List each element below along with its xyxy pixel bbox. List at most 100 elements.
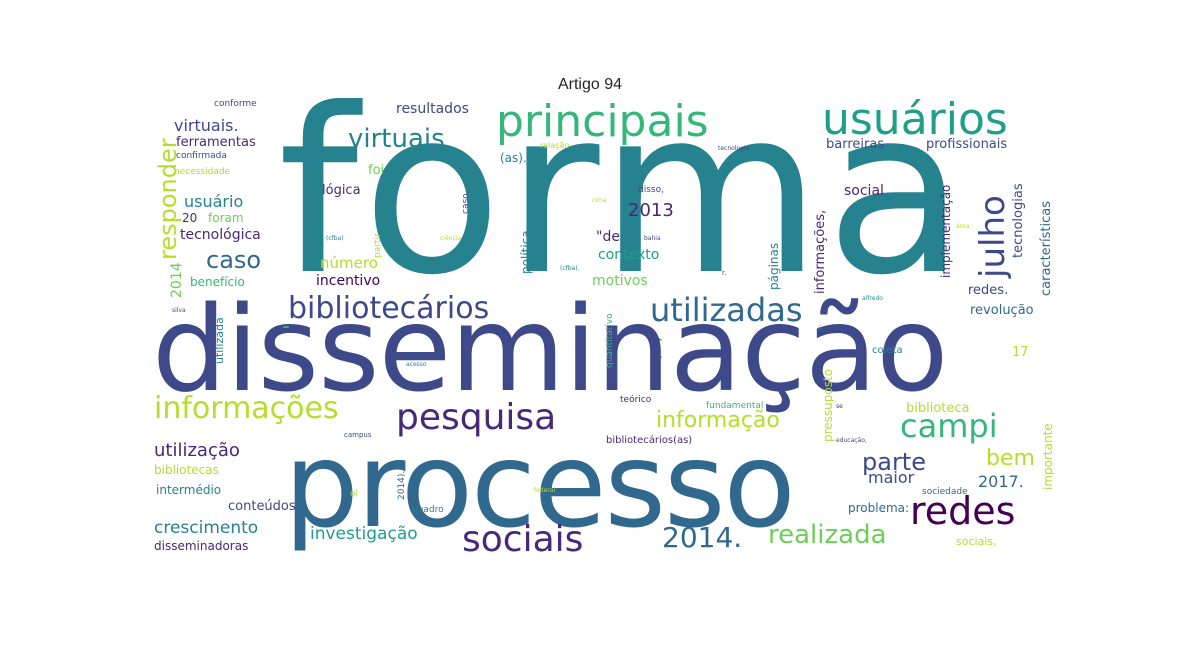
word: in <box>302 363 311 373</box>
word: bem <box>986 446 1035 471</box>
word: resultados <box>396 101 469 117</box>
word: redes. <box>968 283 1009 298</box>
word: foram <box>208 211 244 225</box>
word: investigação <box>310 524 418 544</box>
word: federal <box>534 487 556 494</box>
word: teórico <box>620 395 652 405</box>
word: política <box>519 230 533 274</box>
word: incentivo <box>316 273 381 289</box>
word: confirmada <box>176 151 227 161</box>
word: (as) <box>649 337 663 360</box>
word: tecnologia <box>718 145 750 152</box>
word: 2013 <box>628 200 674 221</box>
word: implementação <box>939 184 953 278</box>
word: utilizada <box>213 317 226 364</box>
word: campi <box>900 407 998 445</box>
word: 2014. <box>662 521 743 554</box>
word: coleta <box>872 345 903 356</box>
word: se <box>836 403 843 410</box>
word: julho <box>973 195 1013 278</box>
word: (cfba) <box>326 235 344 242</box>
word: páginas <box>767 242 781 290</box>
word: informações <box>154 391 339 426</box>
word: utilização <box>154 440 240 461</box>
word: social <box>844 183 884 199</box>
word: (cfba). <box>560 265 580 272</box>
word: ciência <box>440 235 462 242</box>
word: tecnologias <box>1011 183 1026 258</box>
word: benefício <box>190 275 245 289</box>
word: informação <box>656 408 780 433</box>
word: profissionais <box>926 137 1008 152</box>
word: bibliotecários <box>288 291 490 326</box>
word: processo <box>284 416 796 554</box>
word: partir <box>373 233 383 258</box>
word: 20 <box>182 211 198 225</box>
word: bibliotecas <box>154 463 219 477</box>
word: parte <box>862 448 926 476</box>
word: campus <box>344 431 372 439</box>
word: forma <box>278 98 970 325</box>
word: "de <box>596 229 620 245</box>
word: bibliotecários(as) <box>606 435 693 446</box>
word: realizada <box>768 520 887 550</box>
word: importante <box>1041 423 1055 490</box>
word: 2017. <box>978 472 1024 491</box>
word: intermédio <box>156 483 222 497</box>
word: - <box>282 314 290 339</box>
word: foi <box>368 163 385 178</box>
word: ferramentas <box>176 135 256 150</box>
word: biblioteca <box>906 401 970 416</box>
word: quantitativo <box>605 313 615 368</box>
word: disso, <box>638 185 664 195</box>
word: (as). <box>500 151 527 165</box>
word: r. <box>722 269 727 277</box>
word: informação: <box>539 174 549 228</box>
word: contexto <box>598 247 660 263</box>
word: número <box>320 254 378 272</box>
word: crescimento <box>154 518 259 538</box>
word: 2014 <box>169 262 185 298</box>
word: usuários <box>822 98 1008 145</box>
word: ol <box>350 489 359 499</box>
word: 2014). <box>397 470 407 500</box>
word: revolução <box>970 303 1034 318</box>
word: lógica <box>322 183 361 198</box>
word-cloud: forma disseminação processo principais u… <box>150 98 1060 564</box>
word: ii. <box>818 325 825 333</box>
word: 17 <box>1012 345 1029 360</box>
word: barreiras <box>826 137 885 152</box>
word: características <box>1039 201 1054 296</box>
word: caso, <box>461 190 471 214</box>
word: maior <box>868 468 915 487</box>
word: disseminadoras <box>154 539 249 553</box>
word: caso <box>206 246 262 274</box>
word: motivos <box>592 273 648 289</box>
word: acesso <box>406 361 427 368</box>
word: sociais, <box>956 535 997 548</box>
word: tecnológica <box>180 227 261 243</box>
word: utilizadas <box>650 291 803 329</box>
word: virtuais <box>348 124 445 154</box>
word: virtuais. <box>174 116 239 135</box>
word: fundamental <box>706 401 764 411</box>
word: relação <box>540 141 570 150</box>
word: silva <box>172 307 186 314</box>
word: alfredo <box>862 295 883 302</box>
word: quadro <box>412 505 444 515</box>
word: necessidade <box>174 167 231 177</box>
chart-title: Artigo 94 <box>557 76 623 93</box>
word: cima <box>592 197 607 204</box>
word: pesquisa <box>396 397 557 438</box>
word: problema: <box>848 501 910 515</box>
word: n. <box>422 515 431 525</box>
word: pressuposto <box>821 368 835 442</box>
word: disseminação <box>152 280 948 418</box>
word: conteúdos <box>228 499 296 514</box>
word: conforme <box>214 99 257 109</box>
word: sociedade <box>922 487 968 497</box>
word: sociais <box>462 519 584 560</box>
word: bahia <box>644 235 661 242</box>
word: área <box>956 223 970 230</box>
word: informações, <box>813 209 828 294</box>
